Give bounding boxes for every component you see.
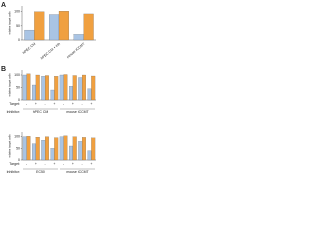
bar	[32, 84, 36, 101]
group-label: mouse iCCMT	[66, 170, 89, 174]
y-tick-label: 100	[14, 73, 20, 77]
bar	[35, 137, 40, 161]
x-tick-label: -	[82, 162, 84, 166]
panel-label: A	[1, 2, 6, 9]
bar	[58, 11, 69, 41]
bar	[82, 137, 86, 161]
bar	[49, 14, 60, 41]
bar	[91, 137, 96, 161]
y-tick-label: 100	[14, 10, 20, 14]
bar	[59, 74, 64, 101]
bar	[35, 74, 40, 101]
bar	[59, 136, 64, 161]
bar	[32, 143, 36, 161]
bar	[41, 76, 46, 101]
bar	[82, 74, 86, 101]
bar	[78, 141, 83, 161]
y-tick-label: 50	[16, 85, 20, 89]
x-tick-label: -	[63, 162, 65, 166]
x-tick-label: +	[35, 102, 37, 106]
bar	[54, 137, 59, 161]
x-tick-label: hPEC CM	[22, 42, 37, 55]
y-axis-label: relative target cells	[8, 73, 12, 97]
bar	[69, 86, 73, 101]
row-label: Inhibitor:	[7, 170, 20, 174]
bar	[50, 148, 55, 161]
row-label: Target:	[9, 102, 20, 106]
bar	[87, 88, 92, 101]
x-tick-label: +	[72, 162, 74, 166]
bar	[73, 34, 84, 41]
bar	[69, 145, 73, 161]
y-tick-label: 0	[18, 98, 20, 102]
bar	[63, 74, 68, 101]
group-label: mouse iCCMT	[66, 110, 89, 114]
x-tick-label: +	[53, 102, 55, 106]
x-tick-label: +	[90, 162, 92, 166]
bar	[78, 77, 83, 101]
bar	[22, 136, 27, 161]
row-label: Target:	[9, 162, 20, 166]
bar	[72, 136, 77, 161]
bar	[72, 75, 77, 101]
bar	[45, 75, 49, 101]
bar	[50, 89, 55, 101]
x-tick-label: mouse iCCMT	[66, 41, 86, 59]
row-label: Inhibitor:	[7, 110, 20, 114]
bar	[87, 150, 92, 161]
x-tick-label: -	[82, 102, 84, 106]
y-tick-label: 50	[16, 146, 20, 150]
x-tick-label: -	[45, 102, 47, 106]
y-axis-label: relative target cells	[8, 11, 12, 35]
group-label: EC50	[36, 170, 45, 174]
bar	[83, 13, 94, 41]
y-tick-label: 0	[18, 38, 20, 42]
bar	[41, 140, 46, 161]
y-tick-label: 100	[14, 135, 20, 139]
panel-label: B	[1, 66, 6, 73]
y-tick-label: 50	[16, 24, 20, 28]
bar	[63, 135, 68, 161]
group-label: hPEC CM	[33, 110, 49, 114]
x-tick-label: -	[45, 162, 47, 166]
bar	[91, 75, 96, 101]
y-tick-label: 0	[18, 158, 20, 162]
bar	[26, 136, 31, 161]
x-tick-label: +	[53, 162, 55, 166]
x-tick-label: -	[26, 162, 28, 166]
x-tick-label: +	[90, 102, 92, 106]
bar	[22, 74, 27, 101]
bar	[45, 136, 49, 161]
x-tick-label: +	[72, 102, 74, 106]
bar	[26, 73, 31, 101]
x-tick-label: hPEC CM + inh	[40, 42, 61, 61]
y-axis-label: relative target cells	[8, 134, 12, 158]
x-tick-label: +	[35, 162, 37, 166]
bar	[54, 76, 59, 101]
x-tick-label: -	[26, 102, 28, 106]
bar	[34, 11, 45, 41]
bar	[24, 29, 35, 41]
x-tick-label: -	[63, 102, 65, 106]
